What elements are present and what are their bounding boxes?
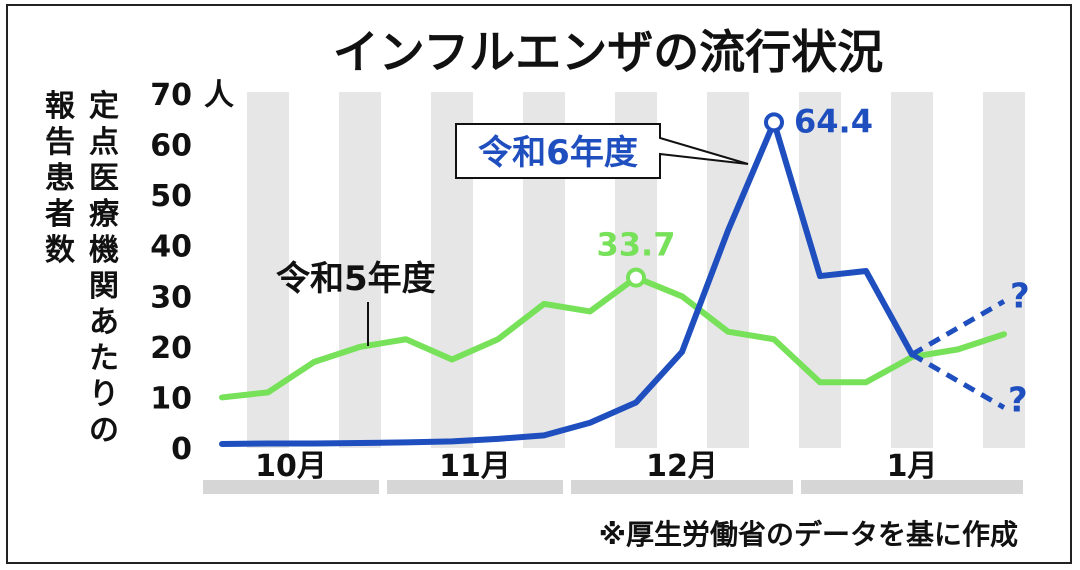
week-stripe bbox=[247, 92, 289, 448]
projection-question-up: ? bbox=[1010, 276, 1030, 316]
month-bar bbox=[387, 480, 563, 494]
y-label-char: 療 bbox=[89, 197, 119, 232]
month-label: 11月 bbox=[439, 449, 511, 484]
month-bar bbox=[203, 480, 379, 494]
week-stripe bbox=[983, 92, 1025, 448]
y-label-char: 数 bbox=[45, 233, 76, 268]
y-unit: 人 bbox=[204, 78, 234, 113]
y-tick-label: 70 bbox=[150, 78, 192, 113]
series-line-r6 bbox=[219, 119, 915, 447]
y-label-char: 医 bbox=[89, 161, 119, 196]
series-line-r5 bbox=[219, 274, 961, 401]
source-note: ※厚生労働省のデータを基に作成 bbox=[599, 518, 1018, 551]
y-label-char: 告 bbox=[45, 125, 75, 160]
y-tick-label: 50 bbox=[150, 179, 192, 214]
y-ticks: 0 10 20 30 40 50 60 70 bbox=[150, 78, 192, 467]
chart-frame: インフルエンザの流行状況 定点医療機関あたりの 報告患者数 0 10 20 30 40 50… bbox=[6, 4, 1072, 564]
week-stripe bbox=[339, 92, 381, 448]
month-bars bbox=[203, 480, 1023, 494]
y-label-char: の bbox=[89, 413, 119, 448]
y-label-char: 点 bbox=[89, 125, 119, 160]
month-bar bbox=[801, 480, 1023, 494]
y-label-char: 患 bbox=[45, 161, 75, 196]
month-label: 10月 bbox=[255, 449, 327, 484]
chart-title: インフルエンザの流行状況 bbox=[333, 25, 884, 79]
y-label-char: 定 bbox=[89, 89, 119, 124]
legend-label-r5: 令和5年度 bbox=[276, 259, 436, 299]
week-stripe bbox=[891, 92, 933, 448]
month-label: 1月 bbox=[887, 449, 938, 484]
y-label-char: 機 bbox=[89, 233, 119, 268]
y-label-char: り bbox=[89, 377, 119, 412]
month-labels: 10月 11月 12月 1月 bbox=[255, 449, 937, 484]
peak-label-r6: 64.4 bbox=[794, 102, 873, 140]
y-tick-label: 10 bbox=[150, 381, 192, 416]
y-label-char: 報 bbox=[45, 89, 76, 124]
legend-label-r6: 令和6年度 bbox=[478, 133, 638, 173]
series-projection-r6-up bbox=[910, 299, 1006, 357]
y-tick-label: 60 bbox=[150, 129, 192, 164]
y-label-char: 者 bbox=[45, 197, 75, 232]
month-label: 12月 bbox=[646, 449, 718, 484]
series-projection-r5 bbox=[955, 331, 1007, 353]
peak-marker-r6 bbox=[764, 112, 784, 133]
y-tick-label: 20 bbox=[150, 331, 192, 366]
y-label-char: た bbox=[89, 341, 119, 376]
legend-callout-r6 bbox=[455, 123, 749, 179]
y-tick-label: 30 bbox=[150, 280, 192, 315]
projection-question-down: ? bbox=[1008, 381, 1028, 421]
y-label-char: あ bbox=[89, 305, 119, 340]
y-tick-label: 0 bbox=[171, 432, 192, 467]
month-bar bbox=[571, 480, 793, 494]
legend-r6: 令和6年度 bbox=[455, 123, 749, 179]
peak-label-r5: 33.7 bbox=[597, 226, 676, 264]
y-label-char: 関 bbox=[89, 269, 119, 304]
y-tick-label: 40 bbox=[150, 230, 192, 265]
series-projection-r6-down bbox=[910, 352, 1006, 410]
peak-marker-r5 bbox=[626, 267, 646, 288]
legend-r5: 令和5年度 bbox=[276, 259, 436, 346]
